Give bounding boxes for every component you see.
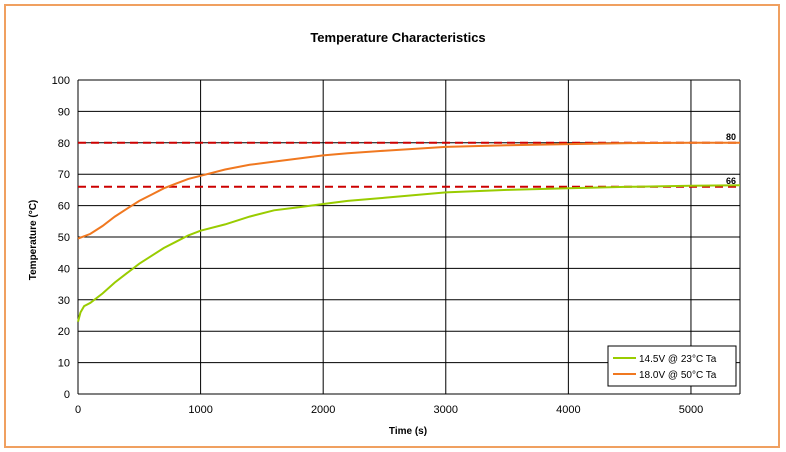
legend-box bbox=[607, 345, 737, 387]
reference-line-label: 66 bbox=[726, 176, 736, 186]
y-tick-label: 50 bbox=[58, 232, 70, 244]
series-line bbox=[77, 141, 740, 240]
y-tick-label: 60 bbox=[58, 201, 70, 213]
series-line bbox=[77, 184, 741, 323]
grid bbox=[77, 79, 741, 395]
reference-line-label: 80 bbox=[726, 132, 736, 142]
reference-lines: 80 66 bbox=[78, 132, 740, 188]
y-tick-label: 90 bbox=[58, 106, 70, 118]
y-tick-label: 40 bbox=[58, 263, 70, 275]
legend-label: 14.5V @ 23°C Ta bbox=[639, 354, 717, 365]
x-tick-label: 5000 bbox=[679, 404, 703, 416]
x-tick-label: 1000 bbox=[188, 404, 212, 416]
x-tick-label: 2000 bbox=[311, 404, 335, 416]
y-tick-label: 80 bbox=[58, 138, 70, 150]
x-tick-label: 3000 bbox=[434, 404, 458, 416]
series-lines bbox=[77, 141, 741, 323]
y-tick-label: 70 bbox=[58, 169, 70, 181]
y-tick-label: 30 bbox=[58, 295, 70, 307]
x-tick-label: 0 bbox=[75, 404, 81, 416]
legend-label: 18.0V @ 50°C Ta bbox=[639, 370, 717, 381]
x-axis-title: Time (s) bbox=[389, 426, 427, 437]
y-tick-label: 10 bbox=[58, 358, 70, 370]
legend: 14.5V @ 23°C Ta 18.0V @ 50°C Ta bbox=[607, 345, 737, 387]
temperature-chart: Temperature Characteristics 80 66 0 10 20 30… bbox=[28, 30, 741, 437]
x-tick-label: 4000 bbox=[556, 404, 580, 416]
chart-title: Temperature Characteristics bbox=[310, 30, 485, 45]
y-tick-label: 20 bbox=[58, 326, 70, 338]
y-tick-label: 100 bbox=[52, 75, 70, 87]
y-axis-title: Temperature (°C) bbox=[28, 200, 39, 281]
y-tick-label: 0 bbox=[64, 389, 70, 401]
chart-frame: Temperature Characteristics 80 66 0 10 20 30… bbox=[4, 4, 780, 448]
